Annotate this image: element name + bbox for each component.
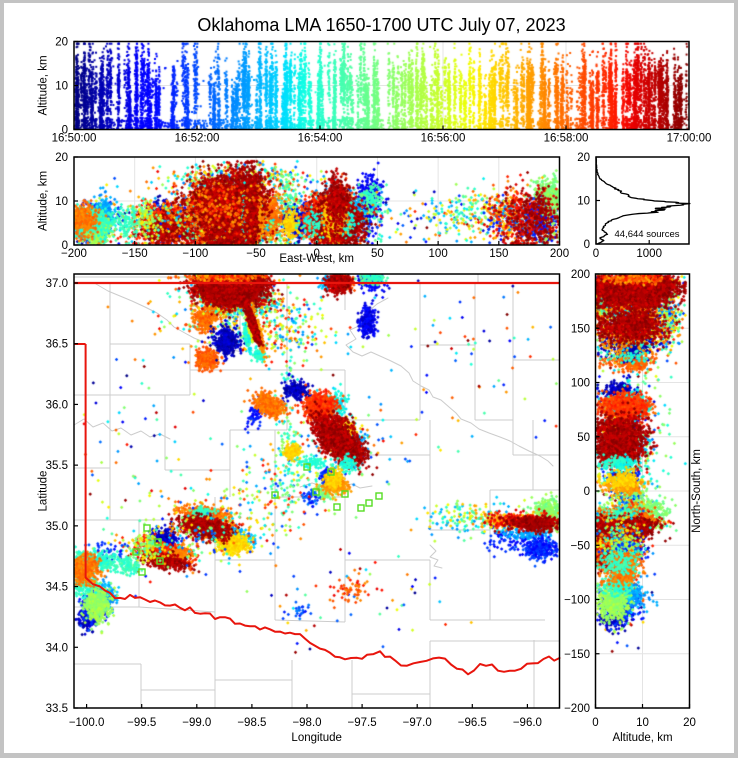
svg-text:33.5: 33.5 (46, 703, 68, 715)
svg-text:35.0: 35.0 (46, 521, 68, 533)
svg-text:North-South, km: North-South, km (691, 449, 703, 533)
svg-text:36.0: 36.0 (46, 399, 68, 411)
svg-text:35.5: 35.5 (46, 460, 68, 472)
svg-text:−150: −150 (564, 649, 590, 661)
svg-text:−96.5: −96.5 (458, 717, 487, 729)
svg-text:−97.0: −97.0 (403, 717, 432, 729)
svg-text:−97.5: −97.5 (348, 717, 377, 729)
svg-text:100: 100 (429, 248, 448, 260)
svg-text:East-West, km: East-West, km (279, 253, 354, 265)
svg-text:−98.5: −98.5 (237, 717, 266, 729)
svg-text:0: 0 (584, 239, 590, 251)
svg-text:0: 0 (593, 248, 599, 260)
svg-text:Latitude: Latitude (38, 471, 50, 512)
svg-text:0: 0 (314, 248, 320, 260)
svg-text:10: 10 (636, 717, 649, 729)
svg-text:200: 200 (550, 248, 569, 260)
svg-text:−50: −50 (246, 248, 266, 260)
svg-text:20: 20 (55, 152, 68, 164)
svg-text:10: 10 (577, 196, 590, 208)
svg-text:100: 100 (571, 378, 590, 390)
svg-text:10: 10 (55, 81, 68, 93)
svg-text:0: 0 (592, 717, 598, 729)
svg-text:150: 150 (489, 248, 508, 260)
svg-text:1000: 1000 (636, 248, 662, 260)
svg-text:10: 10 (55, 196, 68, 208)
svg-text:20: 20 (55, 37, 68, 49)
svg-text:200: 200 (571, 269, 590, 281)
svg-text:50: 50 (577, 432, 590, 444)
svg-text:−99.0: −99.0 (182, 717, 211, 729)
svg-text:0: 0 (584, 486, 590, 498)
svg-text:16:54:00: 16:54:00 (298, 133, 343, 145)
svg-text:16:50:00: 16:50:00 (52, 133, 97, 145)
svg-text:Longitude: Longitude (291, 732, 342, 744)
svg-text:150: 150 (571, 323, 590, 335)
svg-text:20: 20 (683, 717, 696, 729)
svg-text:16:52:00: 16:52:00 (175, 133, 220, 145)
svg-text:0: 0 (62, 240, 68, 252)
svg-text:34.0: 34.0 (46, 642, 68, 654)
svg-text:−50: −50 (570, 540, 590, 552)
svg-text:50: 50 (371, 248, 384, 260)
svg-text:34.5: 34.5 (46, 582, 68, 594)
svg-text:−99.5: −99.5 (127, 717, 156, 729)
svg-text:16:56:00: 16:56:00 (421, 133, 466, 145)
svg-text:−96.0: −96.0 (513, 717, 542, 729)
svg-text:Altitude, km: Altitude, km (38, 55, 50, 115)
svg-text:37.0: 37.0 (46, 278, 68, 290)
svg-text:16:58:00: 16:58:00 (544, 133, 589, 145)
svg-text:Altitude, km: Altitude, km (612, 732, 672, 744)
svg-text:−98.0: −98.0 (292, 717, 321, 729)
svg-text:−100.0: −100.0 (69, 717, 105, 729)
svg-text:0: 0 (62, 125, 68, 137)
svg-text:17:00:00: 17:00:00 (667, 133, 712, 145)
svg-text:−200: −200 (564, 703, 590, 715)
svg-text:20: 20 (577, 152, 590, 164)
svg-text:−100: −100 (182, 248, 208, 260)
svg-text:36.5: 36.5 (46, 339, 68, 351)
svg-text:−200: −200 (61, 248, 87, 260)
svg-text:−100: −100 (564, 595, 590, 607)
svg-text:−150: −150 (122, 248, 148, 260)
svg-text:44,644 sources: 44,644 sources (615, 229, 680, 240)
svg-text:Oklahoma LMA 1650-1700 UTC Jul: Oklahoma LMA 1650-1700 UTC July 07, 2023 (197, 15, 565, 35)
svg-text:Altitude, km: Altitude, km (38, 171, 50, 231)
